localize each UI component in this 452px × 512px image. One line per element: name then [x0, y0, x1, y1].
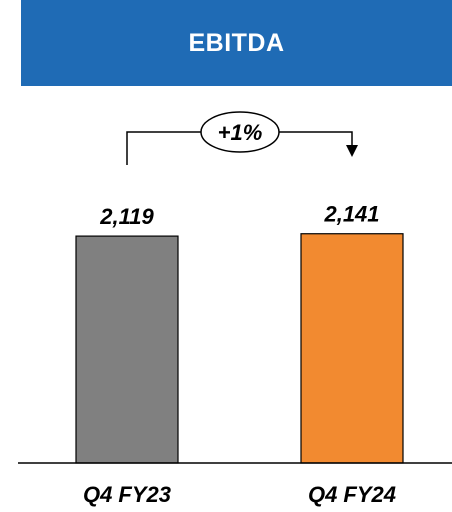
bar-q4-fy23	[75, 235, 179, 464]
ebitda-bar-chart: 2,119 Q4 FY23 2,141 Q4 FY24 +1%	[18, 111, 452, 507]
change-label: +1%	[218, 120, 263, 145]
category-label: Q4 FY23	[83, 482, 171, 507]
value-label: 2,141	[323, 202, 379, 227]
change-arrow-head	[346, 145, 358, 157]
category-label: Q4 FY24	[308, 482, 396, 507]
chart-title: EBITDA	[188, 28, 285, 57]
chart-header: EBITDA	[21, 0, 452, 86]
value-label: 2,119	[99, 204, 154, 229]
bar-q4-fy24	[300, 233, 404, 464]
change-badge	[200, 111, 280, 153]
